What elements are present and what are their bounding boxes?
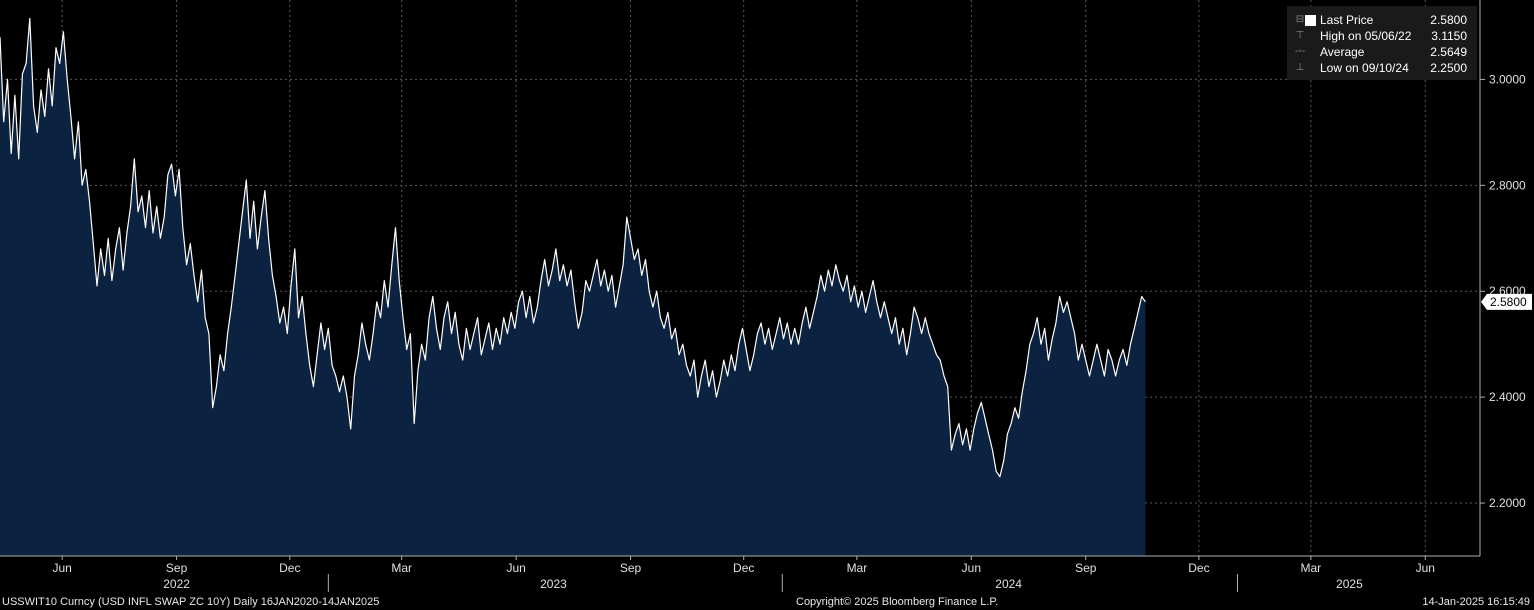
legend-value: 3.1150 (1431, 29, 1467, 43)
x-tick-label: Mar (847, 561, 868, 575)
ticker-description: USSWIT10 Curncy (USD INFL SWAP ZC 10Y) D… (2, 596, 380, 608)
x-year-label: 2025 (1336, 577, 1363, 591)
high-marker-icon: ⊤ (1295, 30, 1305, 41)
y-tick-label: 3.0000 (1489, 72, 1526, 86)
legend-value: 2.2500 (1430, 61, 1467, 75)
line-layer (0, 17, 1146, 478)
x-tick-label: Dec (279, 561, 300, 575)
y-tick-label: 2.8000 (1489, 178, 1526, 192)
average-marker-icon: -◦- (1295, 46, 1306, 57)
x-year-label: 2022 (163, 577, 190, 591)
collapse-icon[interactable]: ⊟ (1295, 14, 1305, 25)
y-tick-label: 2.4000 (1489, 390, 1526, 404)
timestamp: 14-Jan-2025 16:15:49 (1422, 596, 1530, 608)
legend-box: ⊟ Last Price 2.5800 ⊤ High on 05/06/22 3… (1287, 6, 1477, 80)
legend-value: 2.5649 (1430, 45, 1467, 59)
legend-label: High on 05/06/22 (1320, 29, 1412, 43)
x-tick-label: Mar (1301, 561, 1322, 575)
legend-row-average: -◦- Average 2.5649 (1295, 44, 1471, 60)
x-year-label: 2024 (995, 577, 1022, 591)
last-price-marker (1481, 293, 1532, 310)
legend-value: 2.5800 (1430, 13, 1467, 27)
y-tick-label: 2.2000 (1489, 496, 1526, 510)
legend-label: Low on 09/10/24 (1320, 61, 1409, 75)
x-tick-label: Jun (506, 561, 525, 575)
x-tick-label: Dec (733, 561, 754, 575)
x-tick-label: Jun (962, 561, 981, 575)
legend-label: Average (1320, 45, 1365, 59)
legend-row-high: ⊤ High on 05/06/22 3.1150 (1295, 28, 1471, 44)
series-line (0, 17, 1146, 478)
x-tick-label: Dec (1188, 561, 1209, 575)
x-tick-label: Sep (620, 561, 642, 575)
x-tick-label: Mar (391, 561, 412, 575)
x-tick-label: Sep (1075, 561, 1097, 575)
x-tick-label: Jun (53, 561, 72, 575)
status-footer: USSWIT10 Curncy (USD INFL SWAP ZC 10Y) D… (0, 594, 1534, 610)
copyright-text: Copyright© 2025 Bloomberg Finance L.P. (796, 596, 999, 608)
x-tick-label: Jun (1416, 561, 1435, 575)
legend-label: Last Price (1320, 13, 1374, 27)
series-swatch (1305, 15, 1316, 26)
x-year-label: 2023 (540, 577, 567, 591)
low-marker-icon: ⊥ (1295, 62, 1305, 73)
legend-row-last-price: ⊟ Last Price 2.5800 (1295, 12, 1471, 28)
last-price-label: 2.5800 (1490, 295, 1527, 309)
legend-row-low: ⊥ Low on 09/10/24 2.2500 (1295, 60, 1471, 76)
x-tick-label: Sep (166, 561, 188, 575)
